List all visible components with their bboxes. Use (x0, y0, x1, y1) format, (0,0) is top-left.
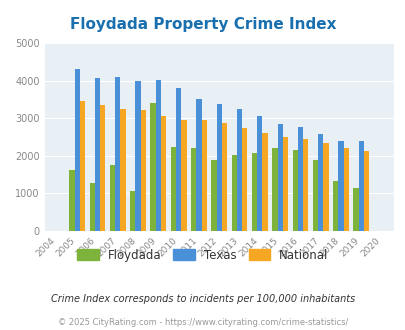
Bar (135, 81, 140, 231)
Bar (196, 99, 201, 231)
Bar (191, 148, 196, 231)
Bar (251, 153, 257, 231)
Bar (231, 155, 236, 231)
Bar (95, 78, 100, 231)
Bar (89, 183, 95, 231)
Bar (257, 116, 262, 231)
Bar (343, 148, 348, 231)
Legend: Floydada, Texas, National: Floydada, Texas, National (72, 244, 333, 266)
Bar (171, 147, 176, 231)
Bar (140, 110, 146, 231)
Text: © 2025 CityRating.com - https://www.cityrating.com/crime-statistics/: © 2025 CityRating.com - https://www.city… (58, 318, 347, 327)
Bar (241, 128, 247, 231)
Bar (358, 141, 363, 231)
Bar (160, 116, 166, 231)
Bar (150, 103, 156, 231)
Bar (221, 123, 227, 231)
Bar (130, 190, 135, 231)
Bar (297, 127, 303, 231)
Bar (262, 133, 267, 231)
Bar (352, 188, 358, 231)
Bar (338, 141, 343, 231)
Bar (302, 139, 308, 231)
Bar (69, 170, 75, 231)
Bar (312, 160, 318, 231)
Bar (156, 80, 160, 231)
Bar (120, 109, 126, 231)
Bar (201, 120, 206, 231)
Bar (282, 137, 288, 231)
Bar (332, 181, 338, 231)
Bar (292, 150, 297, 231)
Bar (109, 165, 115, 231)
Bar (115, 77, 120, 231)
Bar (211, 159, 216, 231)
Bar (363, 151, 369, 231)
Bar (318, 134, 323, 231)
Bar (271, 148, 277, 231)
Bar (322, 143, 328, 231)
Bar (75, 69, 79, 231)
Bar (79, 101, 85, 231)
Text: Crime Index corresponds to incidents per 100,000 inhabitants: Crime Index corresponds to incidents per… (51, 294, 354, 304)
Bar (181, 120, 186, 231)
Bar (277, 124, 282, 231)
Bar (100, 105, 105, 231)
Bar (176, 88, 181, 231)
Text: Floydada Property Crime Index: Floydada Property Crime Index (70, 17, 335, 32)
Bar (237, 109, 242, 231)
Bar (216, 104, 221, 231)
